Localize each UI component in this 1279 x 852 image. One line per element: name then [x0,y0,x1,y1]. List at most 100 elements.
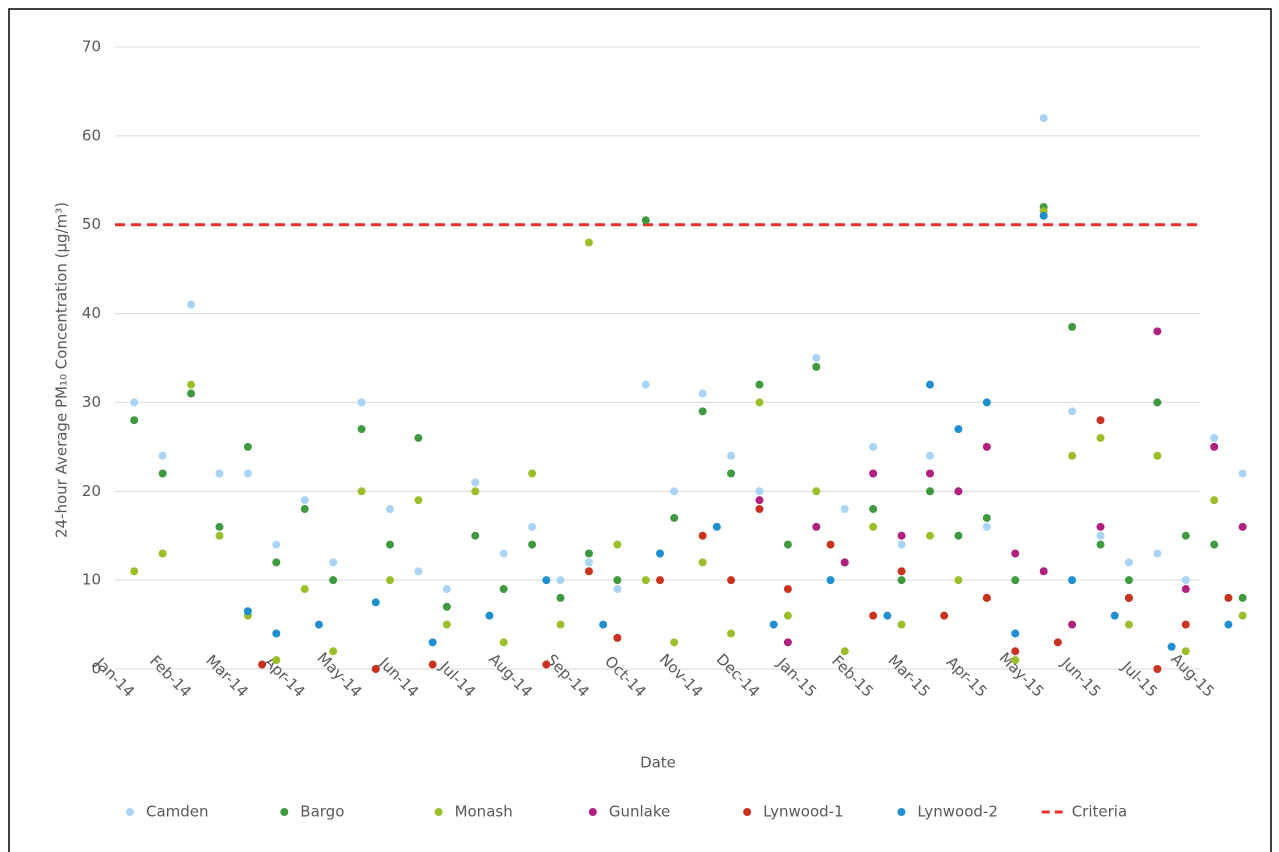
point [414,496,423,505]
point [371,665,380,673]
point [656,576,664,585]
legend-label: Criteria [1072,803,1127,821]
point [897,620,906,629]
point [954,576,963,585]
point [1011,629,1020,638]
point [897,540,906,549]
point [1181,647,1190,656]
point [812,487,821,496]
legend-marker [897,808,906,816]
point [1124,576,1133,585]
point [1096,522,1105,531]
x-tick-label: Jul-15 [1118,657,1162,701]
point [386,576,394,585]
point [982,442,991,451]
point [869,522,878,531]
point [314,620,323,629]
point [1096,531,1105,540]
point [783,638,792,647]
point [670,513,679,522]
point [1153,327,1162,336]
x-tick-label: Jun-14 [375,653,422,700]
point [1124,558,1133,567]
point [1153,665,1162,673]
point [1039,114,1048,123]
point [528,522,537,531]
legend-label: Camden [146,803,209,821]
point [755,380,764,389]
point [584,238,593,247]
y-axis-label: 24-hour Average PM₁₀ Concentration (µg/m… [53,202,71,538]
point [926,451,934,460]
point [698,407,707,416]
point [613,540,622,549]
x-tick-label: Feb-14 [146,652,195,701]
point [869,505,878,514]
y-tick-label: 50 [82,215,101,233]
point [712,522,721,531]
point [528,540,537,549]
point [1068,451,1077,460]
point [1011,549,1020,558]
point [528,469,537,478]
point [1011,656,1020,665]
point [1068,407,1077,416]
legend-marker [126,808,134,816]
point [442,620,451,629]
point [954,425,963,434]
point [300,585,309,594]
y-tick-label: 10 [82,571,101,589]
x-tick-label: Jan-15 [773,654,820,701]
x-tick-label: Apr-15 [943,653,991,701]
point [613,576,622,585]
point [1124,620,1133,629]
point [386,540,394,549]
point [1153,398,1162,407]
point [613,585,622,594]
point [1210,433,1219,442]
point [386,505,394,514]
point [215,522,224,531]
point [243,442,252,451]
point [1224,593,1233,602]
point [897,567,906,576]
point [471,487,480,496]
point [755,487,764,496]
legend-marker [280,808,289,816]
point [1238,593,1247,602]
point [187,300,196,309]
point [1210,540,1219,549]
point [869,469,878,478]
point [300,496,309,505]
point [755,496,764,505]
point [1181,531,1190,540]
point [329,647,338,656]
point [542,576,551,585]
point [1068,620,1077,629]
y-tick-label: 0 [91,660,101,678]
legend-label: Bargo [300,803,344,821]
point [243,469,252,478]
point [187,380,196,389]
y-tick-label: 30 [82,393,101,411]
point [840,558,849,567]
point [769,620,778,629]
point [584,558,593,567]
point [1096,433,1105,442]
point [1181,576,1190,585]
point [826,576,835,585]
x-tick-label: Jun-15 [1057,653,1104,700]
point [300,505,309,514]
point [1068,576,1077,585]
x-tick-label: May-14 [314,649,366,701]
point [1124,593,1133,602]
y-tick-label: 40 [82,304,101,322]
point [812,354,821,362]
x-tick-label: Apr-14 [261,653,309,701]
legend-label: Lynwood-2 [917,803,997,821]
point [1167,642,1176,651]
point [783,540,792,549]
point [272,558,281,567]
point [840,505,849,514]
point [982,593,991,602]
